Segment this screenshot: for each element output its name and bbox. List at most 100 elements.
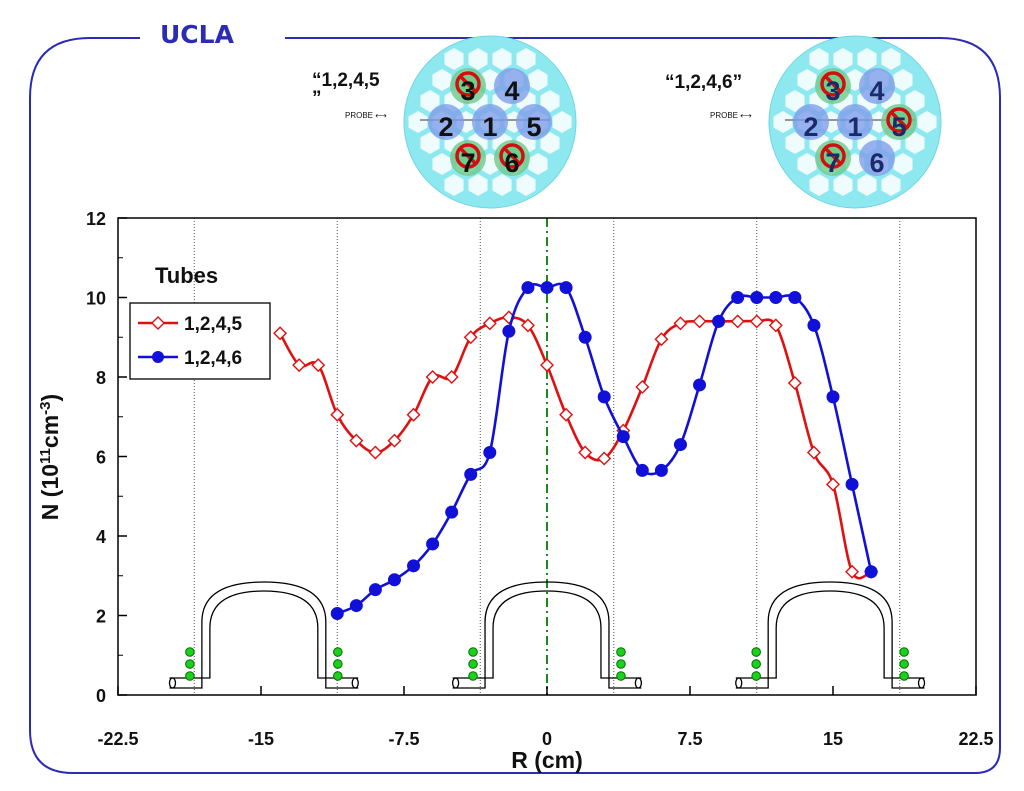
data-point xyxy=(292,358,307,373)
y-axis-ticks: 0 2 4 6 8 10 12 xyxy=(86,209,127,706)
coil-winding xyxy=(899,671,909,681)
data-point xyxy=(864,565,878,579)
coil-winding xyxy=(468,647,478,657)
coil-inner xyxy=(169,590,359,679)
tube-7: 7 xyxy=(450,140,486,178)
data-point xyxy=(483,446,497,460)
y-tick-label: 4 xyxy=(96,527,106,547)
data-point xyxy=(368,445,383,460)
data-point xyxy=(387,573,401,587)
data-point xyxy=(673,438,687,452)
probe-label: PROBE ⟷ xyxy=(710,111,752,120)
legend-entry-label: 1,2,4,6 xyxy=(184,348,242,369)
data-point xyxy=(482,316,497,331)
data-point xyxy=(349,599,363,613)
legend-title: Tubes xyxy=(155,263,218,288)
data-point xyxy=(330,407,345,422)
data-point xyxy=(311,358,326,373)
tube-diagram-2: PROBE ⟷ 3 4 2 1 5 7 6 xyxy=(710,35,942,209)
data-point xyxy=(426,537,440,551)
data-point xyxy=(750,291,764,304)
data-point xyxy=(445,505,459,519)
data-point xyxy=(559,407,574,422)
probe-label: PROBE ⟷ xyxy=(345,111,387,120)
data-point xyxy=(559,281,573,295)
coil-outer xyxy=(735,581,925,689)
flange-end xyxy=(351,677,359,689)
tube-diagram-1: PROBE ⟷ 3 4 2 1 5 7 6 xyxy=(345,35,577,209)
y-tick-label: 12 xyxy=(86,209,106,229)
data-point xyxy=(464,467,478,481)
tube-5: 5 xyxy=(516,104,552,142)
hex-cell xyxy=(420,90,440,112)
flange-end xyxy=(917,677,926,689)
hex-cell xyxy=(528,69,548,91)
disabled-icon-slash xyxy=(502,146,522,166)
flange-end xyxy=(451,677,460,689)
disabled-icon-slash xyxy=(458,74,478,94)
hex-cell xyxy=(444,48,464,70)
tube-number: 7 xyxy=(825,148,840,178)
hex-cell xyxy=(468,48,488,70)
hex-cell xyxy=(905,90,925,112)
data-point xyxy=(826,390,840,404)
hex-cell xyxy=(893,153,913,175)
data-point xyxy=(406,407,421,422)
y-tick-label: 2 xyxy=(96,607,106,627)
hex-cell xyxy=(857,48,877,70)
tube-disk xyxy=(428,104,464,140)
x-tick-label: -15 xyxy=(248,729,274,749)
data-point xyxy=(616,430,630,444)
data-point xyxy=(330,607,344,621)
data-point xyxy=(749,314,764,329)
data-point xyxy=(368,583,382,597)
data-point xyxy=(349,433,364,448)
data-point xyxy=(654,463,668,477)
coil-inner xyxy=(735,590,925,679)
coil-winding xyxy=(899,659,909,669)
coil-winding xyxy=(333,659,343,669)
hex-cell xyxy=(809,174,829,196)
hex-cell xyxy=(540,90,560,112)
data-point xyxy=(520,318,535,333)
coil-winding xyxy=(468,659,478,669)
data-point xyxy=(502,324,516,338)
data-point xyxy=(444,370,459,384)
data-point xyxy=(693,378,707,392)
tube-number: 2 xyxy=(803,112,818,142)
flange-end xyxy=(634,677,643,689)
hex-cell xyxy=(917,111,937,133)
hex-cell xyxy=(552,111,572,133)
tube-2: 2 xyxy=(428,104,464,142)
data-point xyxy=(635,463,649,477)
hex-cell xyxy=(773,111,793,133)
tube-1: 1 xyxy=(837,104,873,142)
data-point xyxy=(845,564,860,579)
coil-inner xyxy=(452,590,642,679)
hex-cell xyxy=(833,48,853,70)
hex-cell xyxy=(905,132,925,154)
tube-number: 1 xyxy=(847,112,862,142)
config-label-a: “1,2,4,5 ” xyxy=(312,70,380,109)
data-point xyxy=(787,375,802,390)
hex-cell xyxy=(809,48,829,70)
y-tick-label: 0 xyxy=(96,686,106,706)
coil-winding xyxy=(185,659,195,669)
hex-cell xyxy=(833,174,853,196)
disabled-icon-slash xyxy=(823,146,843,166)
coil-winding xyxy=(751,671,761,681)
legend-marker xyxy=(152,351,164,363)
tube-diagrams: PROBE ⟷3 42 1 57 6 PROBE ⟷3 42 1 57 6 xyxy=(345,35,942,209)
data-point xyxy=(712,314,726,328)
tube-7: 7 xyxy=(815,140,851,178)
data-point xyxy=(731,291,745,304)
flange-end xyxy=(168,677,177,689)
config-label-b: “1,2,4,6” xyxy=(665,72,743,93)
coil-winding xyxy=(333,671,343,681)
legend-box xyxy=(129,302,271,380)
tube-disk xyxy=(859,140,895,176)
data-point xyxy=(807,318,821,332)
coil-winding xyxy=(616,671,626,681)
